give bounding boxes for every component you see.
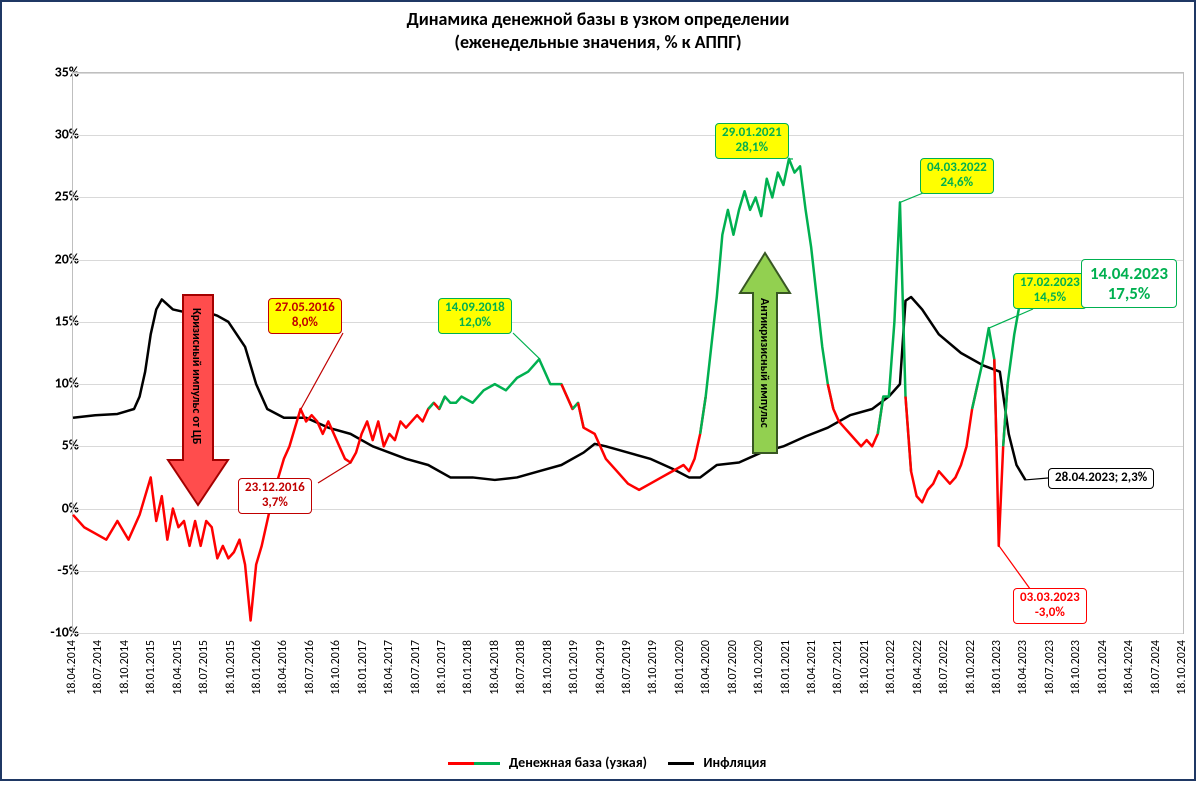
x-tick-label: 18.07.2016	[303, 640, 317, 695]
callout-2023-03-03: 03.03.2023-3,0%	[1013, 588, 1087, 624]
x-tick-label: 18.10.2017	[435, 640, 449, 695]
x-tick-label: 18.01.2015	[144, 640, 158, 695]
legend-swatch-money2	[474, 762, 500, 765]
x-tick-label: 18.07.2014	[91, 640, 105, 695]
x-tick-label: 18.04.2016	[276, 640, 290, 695]
crisis-down-arrow-label: Кризисный импульс от ЦБ	[189, 308, 203, 468]
x-tick-label: 18.04.2021	[805, 640, 819, 695]
legend: Денежная база (узкая) Инфляция	[2, 754, 1194, 771]
callout-2018-09: 14.09.201812,0%	[438, 298, 512, 334]
x-tick-label: 18.04.2017	[382, 640, 396, 695]
x-tick-label: 18.01.2021	[779, 640, 793, 695]
y-tick-label: 15%	[24, 312, 79, 329]
x-tick-label: 18.01.2017	[356, 640, 370, 695]
x-tick-label: 18.01.2020	[673, 640, 687, 695]
x-tick-label: 18.01.2024	[1096, 640, 1110, 695]
callout-2023-04-14: 14.04.202317,5%	[1081, 259, 1177, 308]
legend-swatch-money	[448, 762, 474, 765]
callout-2021-01: 29.01.202128,1%	[715, 123, 789, 159]
x-tick-label: 18.04.2020	[699, 640, 713, 695]
x-tick-label: 18.07.2021	[831, 640, 845, 695]
title-line-2: (еженедельные значения, % к АППГ)	[454, 31, 741, 53]
x-tick-label: 18.07.2023	[1043, 640, 1057, 695]
x-tick-label: 18.04.2024	[1122, 640, 1136, 695]
x-tick-label: 18.10.2019	[646, 640, 660, 695]
x-tick-label: 18.04.2023	[1016, 640, 1030, 695]
callout-2016-12: 23.12.20163,7%	[238, 478, 312, 514]
x-tick-label: 18.01.2018	[461, 640, 475, 695]
x-tick-label: 18.10.2018	[541, 640, 555, 695]
x-tick-label: 18.07.2020	[726, 640, 740, 695]
legend-label-money: Денежная база (узкая)	[509, 754, 647, 771]
x-tick-label: 18.01.2016	[250, 640, 264, 695]
y-tick-label: 0%	[24, 499, 79, 516]
x-tick-label: 18.04.2015	[171, 640, 185, 695]
legend-swatch-inflation	[668, 762, 694, 765]
x-tick-label: 18.01.2019	[567, 640, 581, 695]
chart-title: Динамика денежной базы в узком определен…	[2, 2, 1194, 53]
chart-svg	[73, 73, 1183, 633]
x-tick-label: 18.04.2018	[488, 640, 502, 695]
x-tick-label: 18.07.2019	[620, 640, 634, 695]
x-axis-labels: 18.04.201418.07.201418.10.201418.01.2015…	[72, 632, 1182, 732]
y-tick-label: -10%	[24, 624, 79, 641]
y-tick-label: 35%	[24, 64, 79, 81]
title-line-1: Динамика денежной базы в узком определен…	[407, 8, 790, 30]
x-tick-label: 18.07.2022	[937, 640, 951, 695]
legend-label-inflation: Инфляция	[703, 754, 766, 771]
x-tick-label: 18.10.2023	[1069, 640, 1083, 695]
y-tick-label: 20%	[24, 250, 79, 267]
y-tick-label: 25%	[24, 188, 79, 205]
x-tick-label: 18.04.2014	[65, 640, 79, 695]
callout-2023-04-28: 28.04.2023; 2,3%	[1048, 468, 1154, 489]
y-tick-label: 5%	[24, 437, 79, 454]
chart-frame: Динамика денежной базы в узком определен…	[0, 0, 1196, 781]
x-tick-label: 18.10.2015	[224, 640, 238, 695]
x-tick-label: 18.01.2022	[884, 640, 898, 695]
x-tick-label: 18.07.2024	[1149, 640, 1163, 695]
x-tick-label: 18.10.2016	[329, 640, 343, 695]
y-tick-label: -5%	[24, 561, 79, 578]
callout-2016-05: 27.05.20168,0%	[268, 298, 342, 334]
x-tick-label: 18.04.2022	[911, 640, 925, 695]
callout-2022-03: 04.03.202224,6%	[920, 158, 994, 194]
x-tick-label: 18.10.2022	[964, 640, 978, 695]
callout-2023-02: 17.02.202314,5%	[1013, 273, 1087, 309]
anticrisis-up-arrow-label: Антикризисный импульс	[757, 298, 771, 448]
x-tick-label: 18.10.2024	[1175, 640, 1189, 695]
y-tick-label: 10%	[24, 375, 79, 392]
plot-area: Кризисный импульс от ЦБ Антикризисный им…	[72, 72, 1184, 634]
x-tick-label: 18.01.2023	[990, 640, 1004, 695]
y-tick-label: 30%	[24, 126, 79, 143]
x-tick-label: 18.10.2014	[118, 640, 132, 695]
x-tick-label: 18.07.2017	[409, 640, 423, 695]
x-tick-label: 18.07.2015	[197, 640, 211, 695]
x-tick-label: 18.04.2019	[594, 640, 608, 695]
x-tick-label: 18.10.2020	[752, 640, 766, 695]
x-tick-label: 18.07.2018	[514, 640, 528, 695]
x-tick-label: 18.10.2021	[858, 640, 872, 695]
